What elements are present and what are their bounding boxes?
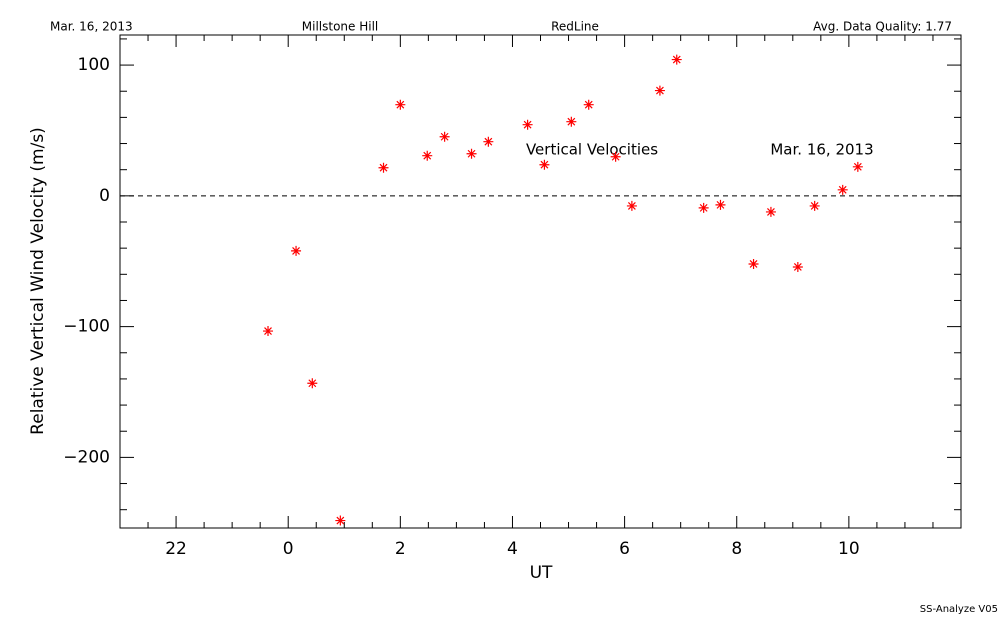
data-point (335, 515, 346, 526)
data-point (748, 258, 759, 269)
header-site: Millstone Hill (302, 20, 378, 34)
header-line: RedLine (551, 20, 599, 34)
data-point (852, 161, 863, 172)
data-point (291, 245, 302, 256)
data-point (378, 162, 389, 173)
y-tick-label: 100 (78, 55, 110, 75)
x-tick-label: 10 (838, 539, 860, 559)
data-point (566, 116, 577, 127)
data-point (483, 136, 494, 147)
data-point (654, 85, 665, 96)
y-axis-label: Relative Vertical Wind Velocity (m/s) (28, 127, 48, 435)
data-point (539, 159, 550, 170)
x-tick-label: 22 (165, 539, 187, 559)
footer: SS-Analyze V05 (920, 604, 998, 615)
data-point (626, 200, 637, 211)
data-point (715, 199, 726, 210)
x-axis-label: UT (530, 563, 553, 583)
x-tick-label: 2 (395, 539, 406, 559)
x-tick-label: 6 (619, 539, 630, 559)
data-point (522, 119, 533, 130)
x-tick-label: 4 (507, 539, 518, 559)
annotation: Vertical Velocities (526, 141, 658, 159)
y-tick-label: −200 (63, 447, 110, 467)
y-tick-label: 0 (99, 186, 110, 206)
plot-frame (119, 34, 962, 529)
data-point (765, 206, 776, 217)
data-point (809, 200, 820, 211)
data-point (698, 202, 709, 213)
data-point (422, 150, 433, 161)
data-point (263, 326, 274, 337)
header-date: Mar. 16, 2013 (50, 20, 133, 34)
x-tick-label: 0 (283, 539, 294, 559)
data-point (466, 148, 477, 159)
data-point (395, 99, 406, 110)
data-point (610, 151, 621, 162)
data-point (837, 184, 848, 195)
header-quality: Avg. Data Quality: 1.77 (813, 20, 952, 34)
y-tick-label: −100 (63, 317, 110, 337)
data-point (307, 378, 318, 389)
data-point (439, 131, 450, 142)
annotation: Mar. 16, 2013 (770, 141, 873, 159)
data-point (583, 99, 594, 110)
x-tick-label: 8 (731, 539, 742, 559)
data-point (792, 261, 803, 272)
data-point (671, 54, 682, 65)
